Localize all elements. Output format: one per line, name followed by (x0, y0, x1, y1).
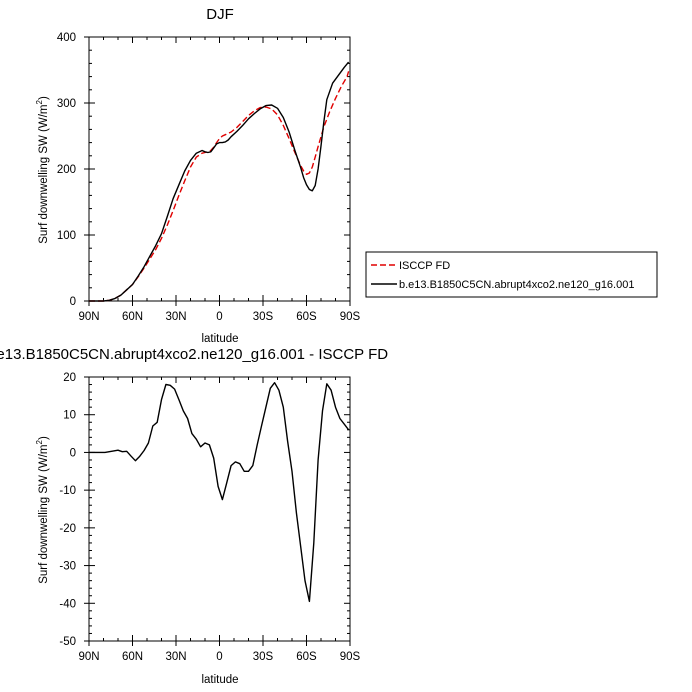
bottom-x-tick-label: 30S (253, 651, 274, 663)
top-y-tick-label: 300 (57, 98, 76, 110)
bottom-x-tick-label: 60S (296, 651, 317, 663)
top-series-line-model (89, 61, 350, 302)
top-y-axis-label-sup: 2 (35, 99, 44, 104)
bottom-y-axis-label-main: Surf downwelling SW (W/m (38, 444, 50, 583)
top-series-line-isccp (89, 71, 350, 302)
bottom-x-tick-label: 90S (340, 651, 361, 663)
top-series-lines (89, 61, 350, 302)
bottom-y-tick-label: 10 (63, 410, 76, 422)
bottom-plot-frame (88, 376, 351, 642)
top-x-tick-label: 30S (253, 311, 274, 323)
top-y-axis-label-main: Surf downwelling SW (W/m (38, 104, 50, 243)
bottom-tick-labels: 90N 60N 30N 0 30S 60S 90S -50 -40 -30 -20 -10 0 10 20 (59, 372, 360, 663)
top-y-tick-label: 200 (57, 164, 76, 176)
top-y-axis-label-end: ) (38, 96, 50, 100)
top-x-tick-label: 60N (122, 311, 143, 323)
top-tick-labels: 90N 60N 30N 0 30S 60S 90S 0 100 200 300 400 (57, 32, 361, 323)
bottom-y-axis-label: Surf downwelling SW (W/m2) (35, 436, 50, 584)
top-x-tick-label: 60S (296, 311, 317, 323)
top-chart-title: DJF (206, 6, 234, 23)
legend-box (365, 251, 658, 298)
top-chart: DJF 90N 60N 30N 0 30S 60S 90S 0 100 200 300 400 lat… (35, 6, 658, 345)
top-plot-frame (88, 36, 351, 302)
bottom-x-axis-label: latitude (201, 674, 238, 686)
bottom-ticks (84, 376, 351, 646)
bottom-x-tick-label: 60N (122, 651, 143, 663)
bottom-x-tick-label: 0 (216, 651, 222, 663)
bottom-y-tick-label: -30 (59, 561, 76, 573)
bottom-x-tick-label: 30N (165, 651, 186, 663)
legend: ISCCP FD b.e13.B1850C5CN.abrupt4xco2.ne1… (365, 251, 658, 298)
top-y-tick-label: 400 (57, 32, 76, 44)
bottom-y-tick-label: -10 (59, 485, 76, 497)
top-x-axis-label: latitude (201, 333, 238, 345)
bottom-y-tick-label: 0 (70, 447, 76, 459)
bottom-x-tick-label: 90N (78, 651, 99, 663)
bottom-series-line-difference (89, 382, 350, 603)
bottom-y-axis-label-sup: 2 (35, 439, 44, 444)
bottom-y-tick-label: -50 (59, 636, 76, 648)
bottom-y-tick-label: -20 (59, 523, 76, 535)
bottom-chart: b.e13.B1850C5CN.abrupt4xco2.ne120_g16.00… (0, 346, 388, 686)
top-x-tick-label: 90S (340, 311, 361, 323)
bottom-series-lines (89, 382, 350, 603)
top-y-axis-label: Surf downwelling SW (W/m2) (35, 96, 50, 244)
top-x-tick-label: 30N (165, 311, 186, 323)
top-x-tick-label: 0 (216, 311, 222, 323)
bottom-y-tick-label: 20 (63, 372, 76, 384)
top-x-tick-label: 90N (78, 311, 99, 323)
legend-label-isccp: ISCCP FD (399, 260, 450, 272)
bottom-y-axis-label-end: ) (38, 436, 50, 440)
bottom-chart-title: b.e13.B1850C5CN.abrupt4xco2.ne120_g16.00… (0, 346, 388, 363)
legend-label-model: b.e13.B1850C5CN.abrupt4xco2.ne120_g16.00… (399, 279, 634, 291)
top-y-tick-label: 0 (70, 296, 76, 308)
bottom-y-tick-label: -40 (59, 598, 76, 610)
top-y-tick-label: 100 (57, 230, 76, 242)
